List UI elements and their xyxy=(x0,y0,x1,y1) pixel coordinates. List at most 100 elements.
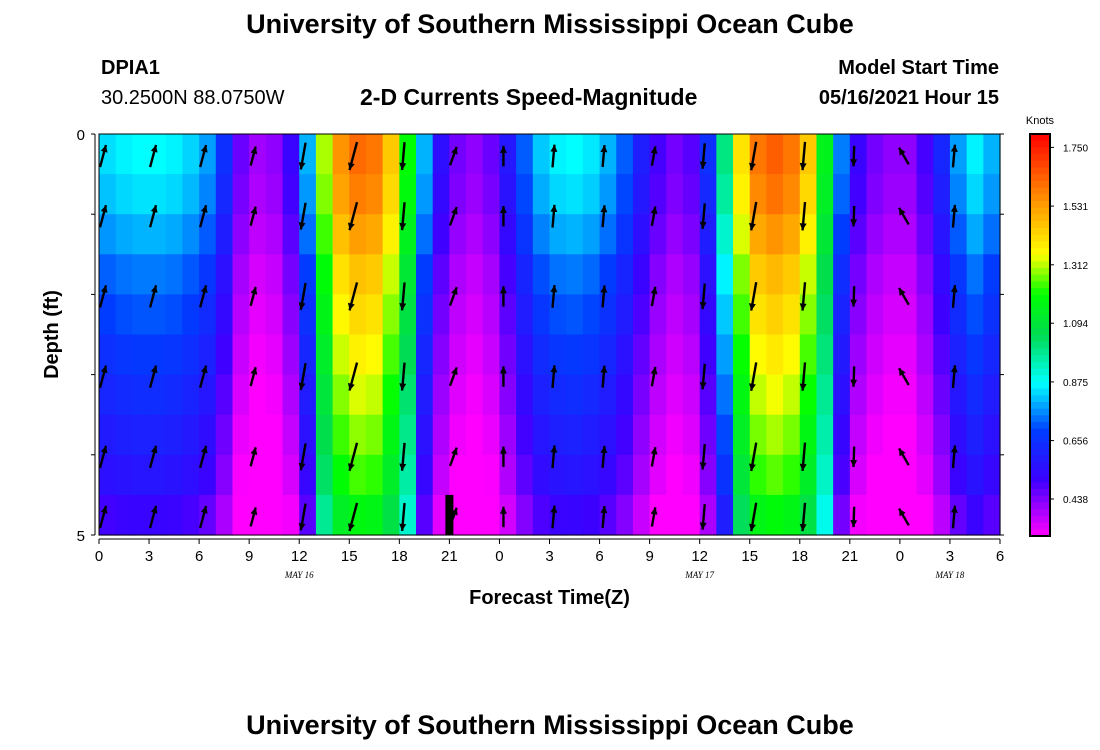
heatmap-cell xyxy=(282,334,300,376)
colorbar-swatch xyxy=(1030,435,1050,443)
current-arrow xyxy=(850,446,858,468)
heatmap-cell xyxy=(249,134,267,175)
heatmap-cell xyxy=(716,454,734,496)
heatmap-cell xyxy=(332,374,350,416)
colorbar-swatch xyxy=(1030,388,1050,396)
current-arrow xyxy=(347,502,359,532)
colorbar-swatch xyxy=(1030,455,1050,463)
current-arrow xyxy=(950,284,958,308)
heatmap-cell xyxy=(182,174,200,215)
heatmap-cell xyxy=(532,294,551,336)
x-tick-label: 21 xyxy=(441,548,458,565)
heatmap-cell xyxy=(899,294,918,336)
heatmap-cell xyxy=(616,374,634,416)
heatmap-cell xyxy=(666,174,684,215)
heatmap-cell xyxy=(249,374,267,416)
heatmap-cell xyxy=(99,494,117,536)
heatmap-cell xyxy=(799,254,818,295)
heatmap-cells xyxy=(99,134,1001,536)
heatmap-cell xyxy=(816,374,834,416)
heatmap-cell xyxy=(516,454,534,496)
heatmap-cell xyxy=(516,174,534,215)
heatmap-cell xyxy=(849,254,868,295)
heatmap-cell xyxy=(449,494,467,536)
colorbar-swatch xyxy=(1030,247,1050,256)
heatmap-cell xyxy=(499,174,517,215)
heatmap-cell xyxy=(449,214,467,255)
colorbar-swatch xyxy=(1030,448,1050,457)
heatmap-cell xyxy=(599,494,617,536)
heatmap-cell xyxy=(165,494,184,536)
heatmap-cell xyxy=(933,294,951,336)
heatmap-cell xyxy=(132,254,150,295)
heatmap-cell xyxy=(182,254,200,295)
heatmap-cell xyxy=(365,334,384,376)
current-arrow xyxy=(799,502,807,532)
heatmap-cell xyxy=(599,134,617,175)
heatmap-cell xyxy=(983,374,1001,416)
heatmap-cell xyxy=(182,334,200,376)
heatmap-cell xyxy=(883,454,901,496)
colorbar-swatch xyxy=(1030,241,1050,249)
heatmap-cell xyxy=(733,334,751,376)
heatmap-cell xyxy=(582,214,601,255)
x-tick-label: 3 xyxy=(145,548,153,565)
heatmap-cell xyxy=(132,334,150,376)
current-arrow xyxy=(550,284,558,308)
heatmap-cell xyxy=(532,214,551,255)
heatmap-cell xyxy=(382,374,400,416)
current-arrow xyxy=(950,365,958,389)
current-arrow xyxy=(799,362,807,391)
colorbar-swatch xyxy=(1030,154,1050,162)
heatmap-cell xyxy=(966,174,984,215)
current-arrow xyxy=(748,362,758,391)
heatmap-cell xyxy=(416,334,434,376)
heatmap-cell xyxy=(466,254,484,295)
heatmap-cell xyxy=(833,414,851,456)
heatmap-cell xyxy=(849,494,868,536)
heatmap-cell xyxy=(682,334,701,376)
heatmap-cell xyxy=(516,134,534,175)
heatmap-cell xyxy=(966,454,984,496)
colorbar-swatch xyxy=(1030,201,1050,209)
heatmap-cell xyxy=(115,254,133,295)
heatmap-cell xyxy=(649,294,667,336)
x-tick-label: 6 xyxy=(595,548,603,565)
heatmap-cell xyxy=(332,174,350,215)
heatmap-cell xyxy=(866,414,884,456)
current-arrow xyxy=(98,204,108,228)
colorbar-swatch xyxy=(1030,221,1050,229)
heatmap-cell xyxy=(449,454,467,496)
heatmap-cell xyxy=(466,134,484,175)
current-arrow xyxy=(448,146,458,166)
heatmap-cell xyxy=(582,294,601,336)
heatmap-cell xyxy=(849,174,868,215)
heatmap-cell xyxy=(566,134,584,175)
colorbar-swatch xyxy=(1030,368,1050,376)
heatmap-cell xyxy=(432,214,450,255)
heatmap-cell xyxy=(516,494,534,536)
heatmap-cell xyxy=(983,414,1001,456)
heatmap-cell xyxy=(365,414,384,456)
current-arrow xyxy=(699,504,707,530)
heatmap-cell xyxy=(783,294,801,336)
heatmap-cell xyxy=(265,294,284,336)
heatmap-cell xyxy=(616,134,634,175)
heatmap-cell xyxy=(282,454,300,496)
heatmap-cell xyxy=(99,454,117,496)
heatmap-cell xyxy=(165,374,184,416)
heatmap-cell xyxy=(499,254,517,295)
heatmap-cell xyxy=(115,454,133,496)
heatmap-cell xyxy=(99,414,117,456)
heatmap-cell xyxy=(482,294,501,336)
heatmap-cell xyxy=(115,214,133,255)
heatmap-cell xyxy=(816,134,834,175)
heatmap-cell xyxy=(949,174,968,215)
current-arrow xyxy=(550,144,558,168)
heatmap-cell xyxy=(749,254,768,295)
current-arrow xyxy=(98,365,108,388)
heatmap-cell xyxy=(282,214,300,255)
heatmap-cell xyxy=(883,494,901,536)
heatmap-cell xyxy=(733,214,751,255)
